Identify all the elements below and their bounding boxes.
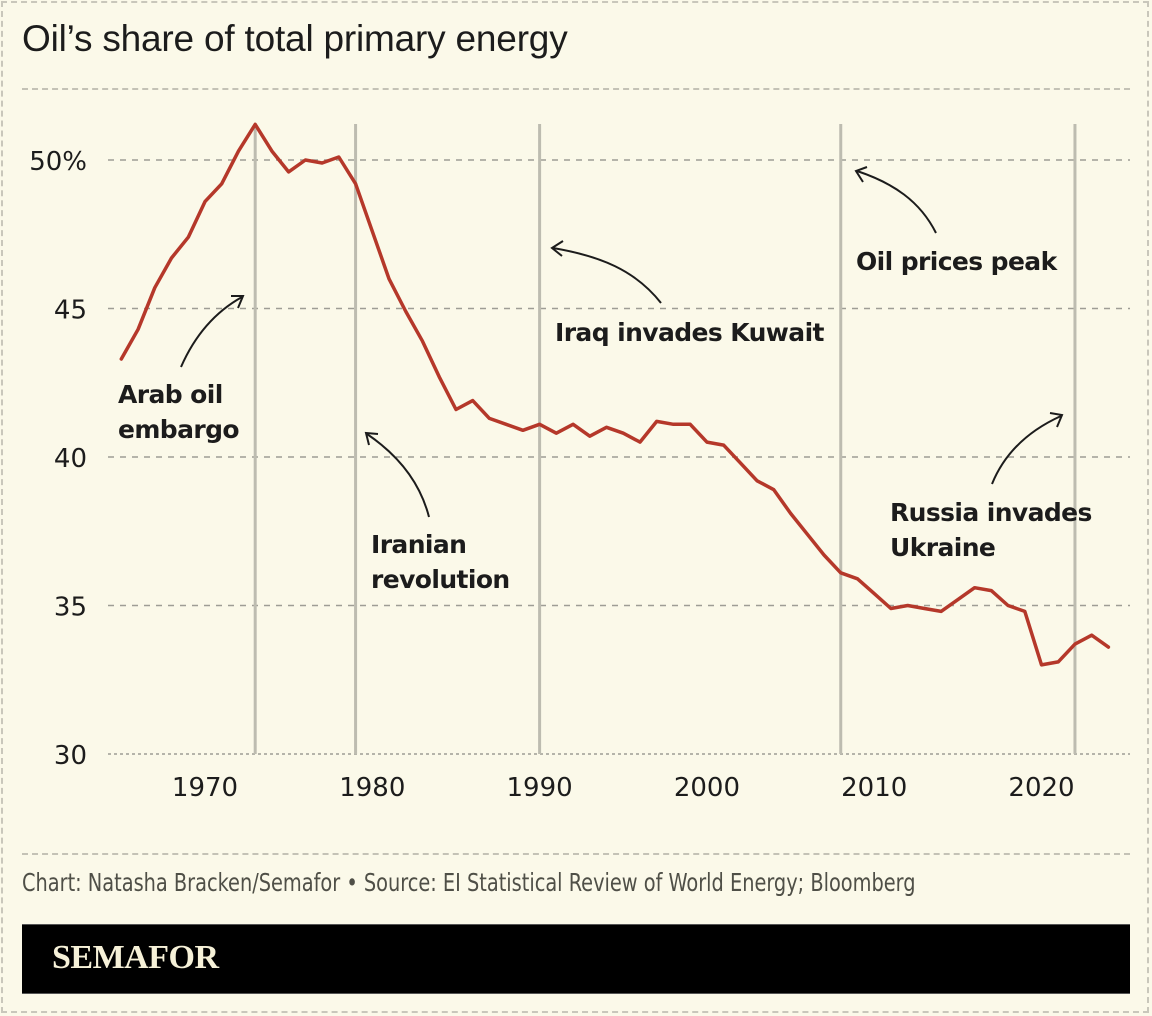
annotations: Arab oil embargo Iranian revolution Iraq… — [118, 166, 1092, 594]
annotation-arab-oil-embargo: Arab oil embargo — [118, 295, 245, 444]
semafor-logo: SEMAFOR — [52, 939, 219, 976]
arrow-icon — [552, 247, 662, 304]
annotation-label: Oil prices peak — [856, 247, 1059, 276]
annotation-label: Iraq invades Kuwait — [555, 318, 825, 347]
y-tick-label: 50% — [29, 147, 87, 177]
annotation-label: Ukraine — [890, 533, 995, 562]
brand-bar: SEMAFOR — [22, 924, 1130, 994]
y-tick-label: 40 — [54, 444, 87, 474]
y-axis-ticks: 50% 45 40 35 30 — [29, 147, 87, 771]
x-tick-label: 1980 — [339, 773, 405, 803]
chart-title: Oil’s share of total primary energy — [22, 18, 568, 59]
annotation-iraq-invades-kuwait: Iraq invades Kuwait — [550, 240, 825, 347]
annotation-label: Russia invades — [890, 498, 1092, 527]
y-tick-label: 35 — [54, 593, 87, 623]
annotation-oil-prices-peak: Oil prices peak — [854, 166, 1059, 276]
x-axis-ticks: 1970 1980 1990 2000 2010 2020 — [172, 773, 1075, 803]
annotation-label: revolution — [371, 565, 510, 594]
series-layer — [119, 122, 1111, 667]
source-credit: Chart: Natasha Bracken/Semafor • Source:… — [22, 868, 916, 897]
arrowhead-icon — [364, 431, 379, 446]
arrowhead-icon — [550, 240, 564, 257]
x-tick-label: 1970 — [172, 773, 238, 803]
x-tick-label: 2010 — [841, 773, 907, 803]
bottom-divider — [22, 853, 1130, 855]
annotation-label: Arab oil — [118, 380, 223, 409]
arrowhead-icon — [854, 166, 868, 183]
arrow-icon — [180, 296, 243, 368]
event-lines — [253, 124, 1077, 754]
y-tick-label: 45 — [54, 296, 87, 326]
arrow-icon — [991, 415, 1062, 485]
annotation-russia-invades-ukraine: Russia invades Ukraine — [890, 412, 1092, 562]
x-tick-label: 2000 — [674, 773, 740, 803]
annotation-iranian-revolution: Iranian revolution — [364, 431, 510, 594]
annotation-label: Iranian — [371, 530, 466, 559]
annotation-label: embargo — [118, 415, 239, 444]
top-divider — [22, 88, 1130, 90]
arrow-icon — [856, 170, 937, 234]
arrowhead-icon — [231, 295, 245, 309]
x-tick-label: 1990 — [507, 773, 573, 803]
arrow-icon — [366, 433, 430, 518]
arrowhead-icon — [1049, 412, 1064, 428]
series-line — [119, 122, 1111, 667]
line-chart: 50% 45 40 35 30 1970 1980 1990 2000 2010 2020 Ara… — [29, 122, 1130, 803]
y-tick-label: 30 — [54, 741, 87, 771]
x-tick-label: 2020 — [1008, 773, 1074, 803]
